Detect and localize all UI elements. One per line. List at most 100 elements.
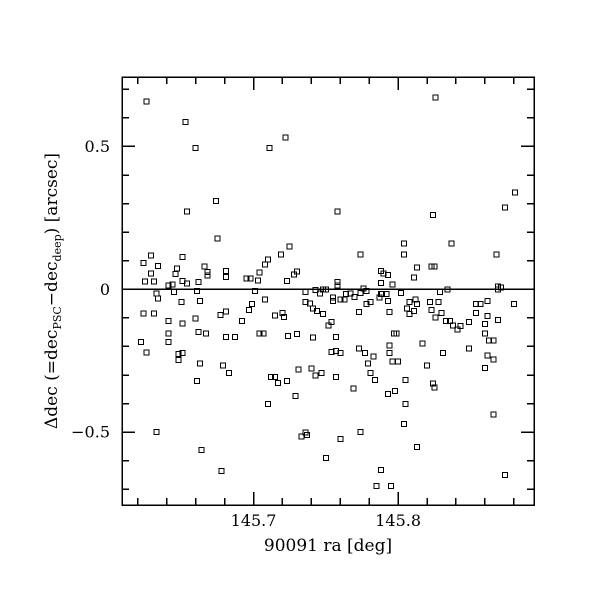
data-point [254,277,261,284]
data-point [484,313,491,320]
data-point [400,251,407,258]
data-point [256,330,263,337]
data-point [439,350,446,356]
data-point [267,374,274,380]
data-point [283,378,290,384]
data-point [444,286,451,293]
data-point [334,278,341,285]
data-point [155,295,162,302]
data-point [308,365,315,372]
data-point [431,384,438,391]
data-point [426,298,433,305]
data-point [223,268,230,274]
data-point [312,372,319,379]
data-point [330,294,337,301]
data-point [265,401,271,408]
data-point [438,310,445,316]
data-point [175,351,182,358]
data-point [337,436,344,442]
data-point [169,281,176,288]
data-point [198,447,205,454]
data-point [172,271,179,278]
data-point [184,280,191,287]
data-point [202,330,209,337]
data-point [143,98,150,105]
data-point [165,330,172,337]
data-point [283,278,290,284]
data-point [179,350,186,356]
data-point [165,318,172,324]
data-point [171,288,177,295]
data-point [282,134,289,141]
data-point [328,348,335,355]
data-point [367,370,374,376]
data-point [395,358,402,365]
data-point [165,282,172,289]
data-point [356,308,363,315]
data-point [477,301,484,308]
data-point [318,370,325,376]
data-point [197,360,204,367]
data-point [150,310,157,317]
x-axis-label: 90091 ra [deg] [264,536,392,556]
data-point [437,288,443,295]
data-point [330,298,337,304]
data-point [502,472,509,478]
data-point [435,298,442,305]
data-point [246,307,253,314]
data-point [178,299,185,306]
data-point [192,315,199,322]
data-point [385,298,391,304]
data-point [389,358,396,365]
data-point [494,316,501,323]
data-point [493,251,500,258]
data-point [337,350,344,356]
data-point [502,204,509,211]
data-point [314,308,321,314]
data-point [312,287,319,294]
data-point [372,377,378,384]
data-point [481,365,488,372]
data-point [243,275,250,282]
data-point [298,433,305,440]
data-point [429,380,436,387]
data-point [377,280,384,286]
data-point [260,330,267,337]
data-point [275,380,282,386]
data-point [197,298,204,304]
data-point [143,349,150,356]
data-point [175,357,182,364]
data-point [325,322,332,329]
data-point [231,334,238,340]
data-point [442,318,449,324]
data-point [481,330,488,337]
data-point [490,411,497,418]
data-point [153,290,160,297]
data-point [179,320,186,327]
data-point [490,356,497,363]
data-point [387,483,394,490]
data-point [377,467,384,474]
data-point [351,294,358,300]
data-point [389,281,396,288]
data-point [204,268,211,275]
data-point [510,301,517,308]
data-point [413,264,420,271]
data-point [194,288,201,294]
data-point [393,330,400,337]
data-point [357,290,364,296]
data-point [494,286,501,293]
data-point [431,263,438,270]
data-point [280,314,287,320]
data-point [223,308,230,315]
data-point [140,310,147,317]
data-point [379,291,386,298]
data-point [192,145,199,152]
data-point [343,291,350,298]
data-point [153,428,160,435]
data-point [214,235,221,242]
x-tick-label: 145.8 [375,511,421,530]
data-point [347,290,354,297]
data-point [370,353,377,360]
